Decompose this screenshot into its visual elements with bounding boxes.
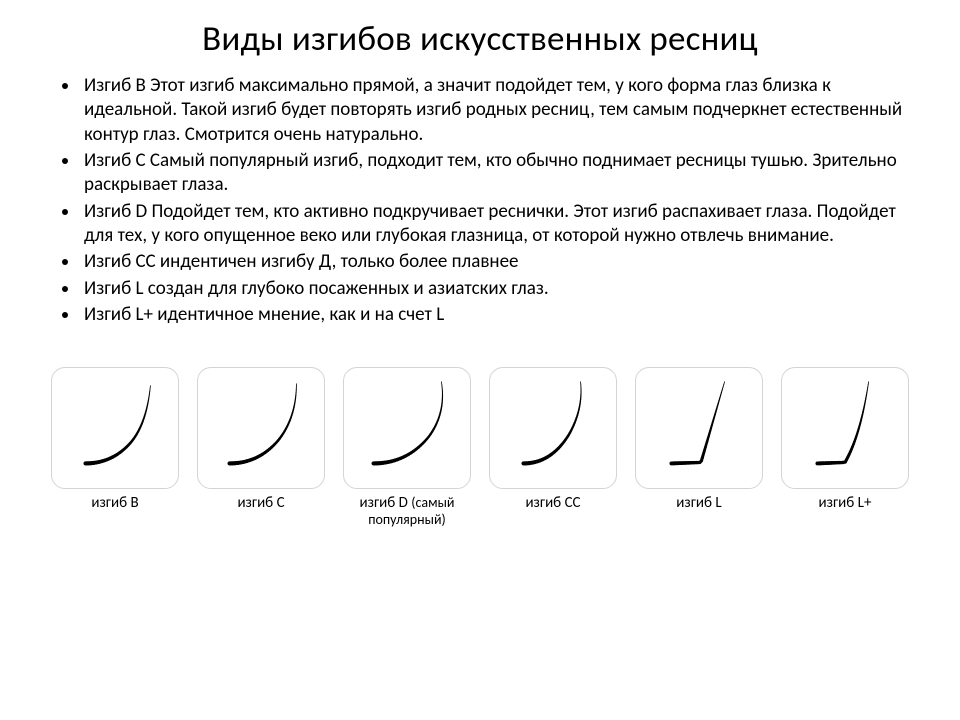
bullet-item: Изгиб L создан для глубоко посаженных и … xyxy=(80,277,920,301)
curl-label-main: изгиб C xyxy=(237,494,284,512)
curl-card-lplus: изгиб L+ xyxy=(776,367,914,530)
page-title: Виды изгибов искусственных ресниц xyxy=(40,18,920,60)
curl-label-main: изгиб CC xyxy=(525,494,580,512)
curl-card-b: изгиб B xyxy=(46,367,184,530)
curl-illustration-c xyxy=(197,367,325,489)
curl-card-cc: изгиб CC xyxy=(484,367,622,530)
lash-icon xyxy=(782,368,908,488)
bullet-item: Изгиб СС индентичен изгибу Д, только бол… xyxy=(80,250,920,274)
curl-label-c: изгиб C xyxy=(237,495,284,512)
curl-label-main: изгиб D xyxy=(360,494,408,512)
lash-icon xyxy=(198,368,324,488)
bullet-item: Изгиб D Подойдет тем, кто активно подкру… xyxy=(80,200,920,249)
curl-label-main: изгиб L+ xyxy=(819,494,872,512)
curl-label-l: изгиб L xyxy=(676,495,721,512)
curl-label-main: изгиб L xyxy=(676,494,721,512)
bullet-item: Изгиб В Этот изгиб максимально прямой, а… xyxy=(80,74,920,147)
curl-label-b: изгиб B xyxy=(91,495,138,512)
curl-illustration-b xyxy=(51,367,179,489)
lash-icon xyxy=(490,368,616,488)
curl-card-l: изгиб L xyxy=(630,367,768,530)
bullet-item: Изгиб С Самый популярный изгиб, подходит… xyxy=(80,149,920,198)
curl-cards-row: изгиб B изгиб C изгиб D (самый популярный)… xyxy=(40,367,920,530)
lash-icon xyxy=(344,368,470,488)
lash-icon xyxy=(636,368,762,488)
curl-card-c: изгиб C xyxy=(192,367,330,530)
curl-label-d: изгиб D (самый популярный) xyxy=(338,495,476,530)
curl-illustration-lplus xyxy=(781,367,909,489)
curl-illustration-d xyxy=(343,367,471,489)
lash-icon xyxy=(52,368,178,488)
curl-label-lplus: изгиб L+ xyxy=(819,495,872,512)
curl-card-d: изгиб D (самый популярный) xyxy=(338,367,476,530)
curl-label-main: изгиб B xyxy=(91,494,138,512)
bullets-list: Изгиб В Этот изгиб максимально прямой, а… xyxy=(40,74,920,327)
curl-illustration-l xyxy=(635,367,763,489)
curl-label-cc: изгиб CC xyxy=(525,495,580,512)
curl-illustration-cc xyxy=(489,367,617,489)
bullet-item: Изгиб L+ идентичное мнение, как и на сче… xyxy=(80,303,920,327)
